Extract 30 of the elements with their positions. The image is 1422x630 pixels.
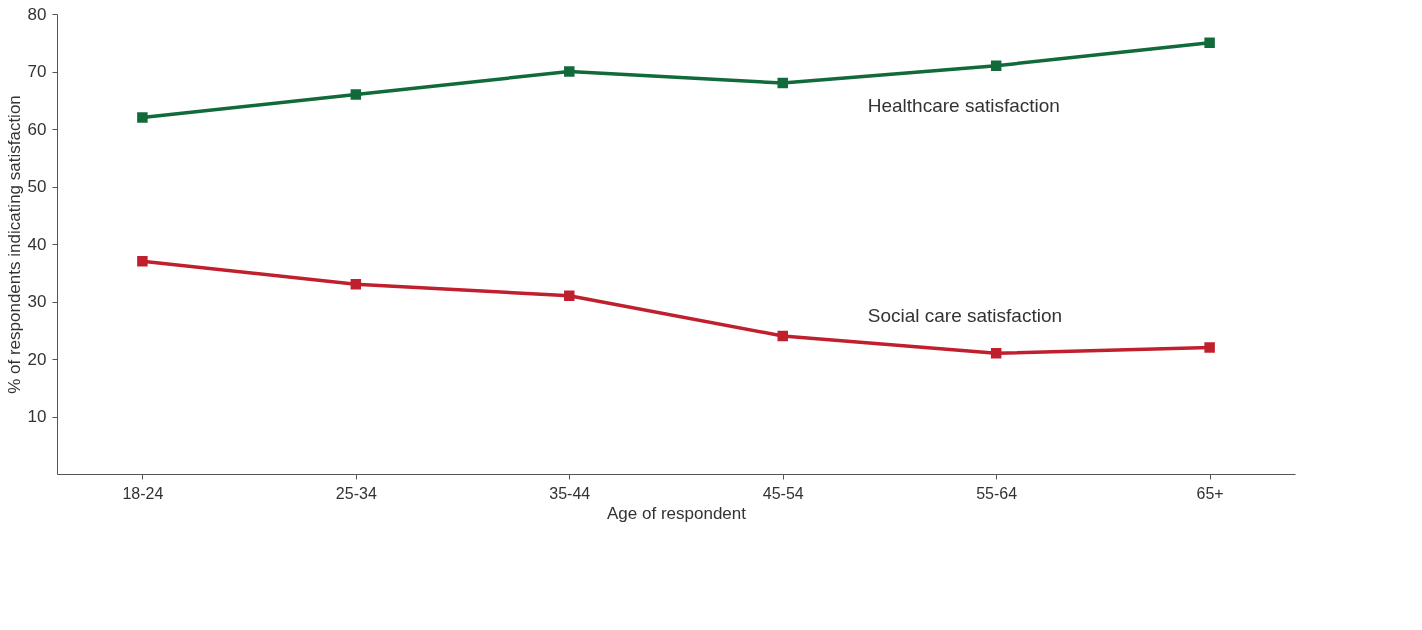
y-tick-label: 50 — [27, 177, 47, 196]
y-tick-label: 70 — [27, 62, 47, 81]
point — [137, 112, 148, 123]
point — [564, 66, 575, 77]
point — [777, 77, 788, 89]
y-tick-label: 10 — [27, 407, 47, 426]
y-tick-label: 30 — [27, 292, 47, 311]
point — [1204, 342, 1215, 353]
x-axis-title: Age of respondent — [607, 503, 747, 523]
x-tick-label: 65+ — [1196, 484, 1224, 502]
x-tick-label: 25-34 — [335, 484, 377, 502]
x-tick-label: 18-24 — [122, 484, 164, 502]
y-axis-title: % of respondents indicating satisfaction — [4, 95, 24, 394]
y-tick-label: 20 — [27, 349, 47, 369]
point — [350, 89, 362, 100]
series-label: Social care satisfaction — [867, 304, 1063, 326]
x-tick-label: 35-44 — [549, 484, 591, 502]
y-tick-label: 80 — [27, 4, 47, 24]
y-tick-label: 60 — [27, 119, 47, 139]
x-tick-label: 45-54 — [762, 484, 804, 502]
point — [990, 60, 1002, 71]
point — [777, 330, 788, 342]
point — [1204, 37, 1215, 48]
x-tick-label: 55-64 — [976, 484, 1018, 502]
point — [137, 256, 148, 267]
y-tick-label: 40 — [27, 234, 47, 254]
series-label: Healthcare satisfaction — [867, 95, 1060, 116]
point — [990, 348, 1002, 359]
point — [350, 279, 362, 290]
point — [564, 290, 575, 301]
